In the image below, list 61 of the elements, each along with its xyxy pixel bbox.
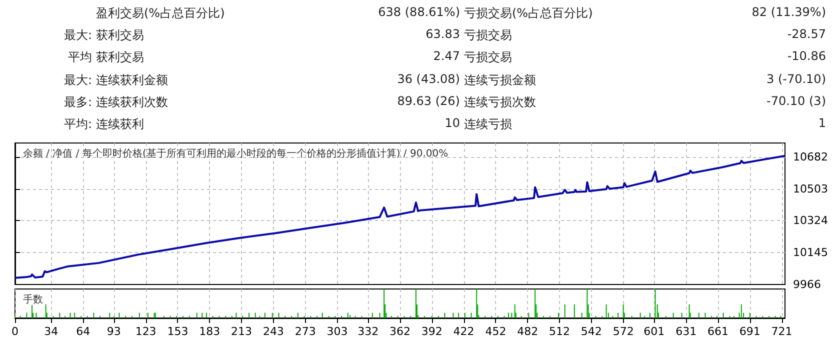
text: -70.10 (3) (766, 94, 826, 108)
text: -28.57 (786, 27, 826, 42)
x-tick-label: 0 (12, 325, 18, 337)
x-tick-label: 542 (580, 325, 602, 337)
x-tick-label: 243 (262, 325, 284, 337)
x-tick-label: 93 (106, 325, 121, 337)
y-tick-label: 10324 (793, 214, 828, 228)
x-tick-label: 631 (676, 325, 697, 337)
x-tick-label: 153 (167, 325, 188, 337)
text: 连续获利 (96, 116, 145, 133)
text: 2.47 (432, 49, 460, 64)
x-tick-label: 332 (358, 325, 379, 337)
x-tick-label: 303 (326, 325, 348, 337)
x-tick-label: 691 (739, 325, 760, 337)
text: 亏损交易 (464, 49, 513, 66)
text: 10 (444, 116, 460, 130)
text: 平均 (67, 49, 92, 66)
text: 89.63 (26) (396, 94, 460, 108)
text: 连续亏损次数 (464, 94, 537, 111)
text: 63.83 (424, 27, 460, 42)
x-tick-label: 213 (231, 325, 252, 337)
text: 获利交易 (96, 27, 145, 44)
y-tick-label: 10503 (793, 182, 828, 196)
text: 最大: (62, 27, 92, 44)
x-tick-label: 512 (549, 325, 570, 337)
y-tick-label: 10682 (793, 150, 828, 164)
x-tick-label: 273 (294, 325, 316, 337)
text: 平均: (62, 116, 92, 133)
x-tick-label: 601 (644, 325, 665, 337)
y-tick-label: 10145 (793, 246, 828, 260)
x-tick-label: 123 (135, 325, 156, 337)
text: 连续获利次数 (96, 94, 169, 111)
text: 36 (43.08) (396, 72, 460, 86)
text: 连续亏损 (464, 116, 513, 133)
x-tick-label: 572 (612, 325, 634, 337)
text: 连续亏损金额 (464, 72, 537, 89)
text: 余额 / 净值 / 每个即时价格(基于所有可利用的最小时段的每一个价格的分形插值计算) / 90.00% (23, 148, 448, 160)
x-tick-label: 34 (44, 325, 58, 337)
text: 1 (817, 116, 826, 130)
x-tick-label: 64 (76, 325, 90, 337)
x-tick-label: 392 (421, 325, 442, 337)
x-tick-label: 452 (485, 325, 506, 337)
x-tick-label: 661 (707, 325, 728, 337)
text: 亏损交易 (464, 27, 513, 44)
text: 82 (11.39%) (750, 5, 826, 19)
x-tick-label: 721 (771, 325, 792, 337)
text: -10.86 (786, 49, 826, 64)
text: 最大: (62, 72, 92, 89)
text: 连续获利金额 (96, 72, 169, 89)
x-tick-label: 362 (390, 325, 410, 337)
x-tick-label: 482 (517, 325, 538, 337)
text: 盈利交易(%占总百分比) (96, 6, 225, 20)
y-tick-label: 9966 (793, 278, 821, 291)
text: 最多: (62, 94, 92, 111)
text: 获利交易 (96, 49, 145, 66)
text: 亏损交易(%占总百分比) (464, 6, 593, 20)
text: 638 (88.61%) (377, 5, 460, 19)
text: 3 (-70.10) (766, 72, 826, 86)
x-tick-label: 422 (453, 325, 474, 337)
text: 手数 (23, 294, 43, 306)
x-tick-label: 183 (199, 325, 220, 337)
